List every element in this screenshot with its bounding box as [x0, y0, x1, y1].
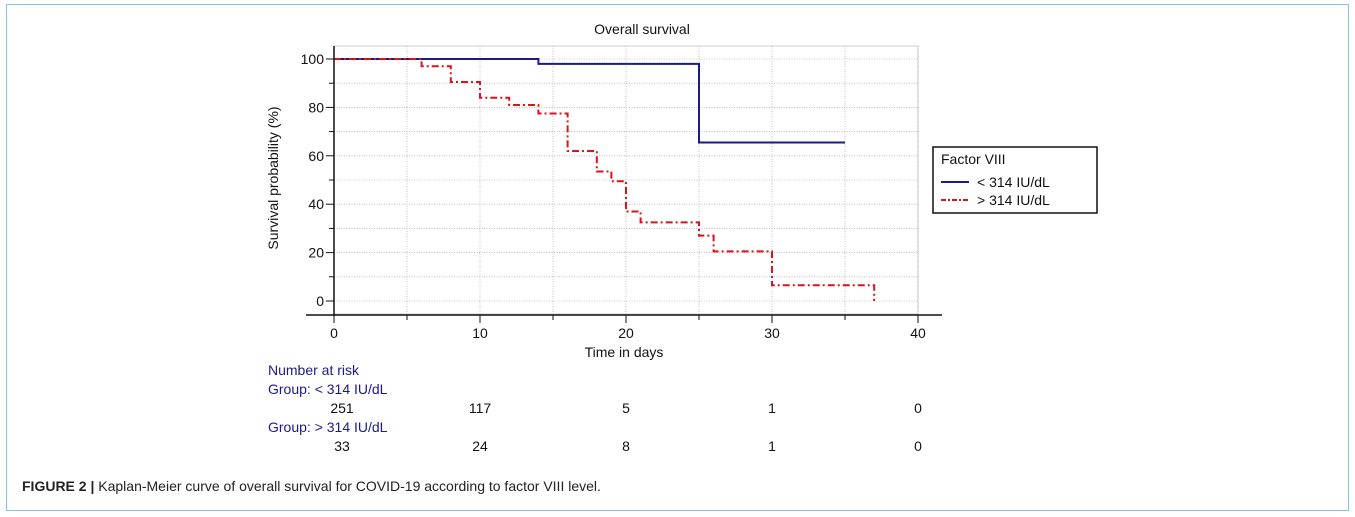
legend-box [932, 146, 1098, 214]
y-tick-label: 20 [308, 245, 324, 261]
number-at-risk-table: Number at risk Group: < 314 IU/dL 251 117 5 1… [268, 362, 922, 454]
y-tick-label: 60 [308, 148, 324, 164]
figure-frame [6, 4, 1349, 511]
x-tick-label: 40 [910, 325, 926, 341]
caption-label: FIGURE 2 | [22, 478, 95, 494]
figure-caption: FIGURE 2 | Kaplan-Meier curve of overall… [22, 478, 601, 494]
legend: Factor VIII < 314 IU/dL > 314 IU/dL [932, 146, 1098, 214]
risk-count: 117 [469, 400, 492, 416]
y-tick-label: 0 [316, 293, 324, 309]
risk-count: 33 [334, 438, 350, 454]
survival-curve-series-2 [334, 58, 876, 301]
x-tick-label: 20 [618, 325, 634, 341]
x-tick-label: 30 [764, 325, 780, 341]
y-tick-label: 40 [308, 196, 324, 212]
caption-text: Kaplan-Meier curve of overall survival f… [94, 478, 601, 494]
y-tick-label: 80 [308, 99, 324, 115]
risk-count: 24 [472, 438, 488, 454]
risk-count: 5 [622, 400, 630, 416]
chart-title: Overall survival [594, 21, 690, 37]
x-tick-label: 0 [330, 325, 338, 341]
risk-group-label: Group: > 314 IU/dL [268, 419, 388, 435]
y-axis-label: Survival probability (%) [265, 106, 281, 249]
risk-count: 1 [768, 438, 776, 454]
risk-count: 0 [914, 400, 922, 416]
x-axis-label: Time in days [585, 344, 664, 360]
survival-curve-series-1 [334, 58, 845, 144]
survival-curves [334, 58, 876, 301]
grid-lines [333, 45, 919, 315]
legend-title: Factor VIII [941, 151, 1006, 167]
legend-label-series-1: < 314 IU/dL [977, 174, 1050, 190]
y-tick-label: 100 [301, 51, 325, 67]
risk-count: 0 [914, 438, 922, 454]
legend-label-series-2: > 314 IU/dL [977, 192, 1050, 208]
risk-group-label: Group: < 314 IU/dL [268, 381, 388, 397]
risk-count: 8 [622, 438, 630, 454]
risk-table-title: Number at risk [268, 362, 360, 378]
risk-count: 251 [330, 400, 354, 416]
axes: 0 20 40 60 80 100 0 10 20 30 40 [301, 46, 942, 341]
x-tick-label: 10 [472, 325, 488, 341]
risk-count: 1 [768, 400, 776, 416]
